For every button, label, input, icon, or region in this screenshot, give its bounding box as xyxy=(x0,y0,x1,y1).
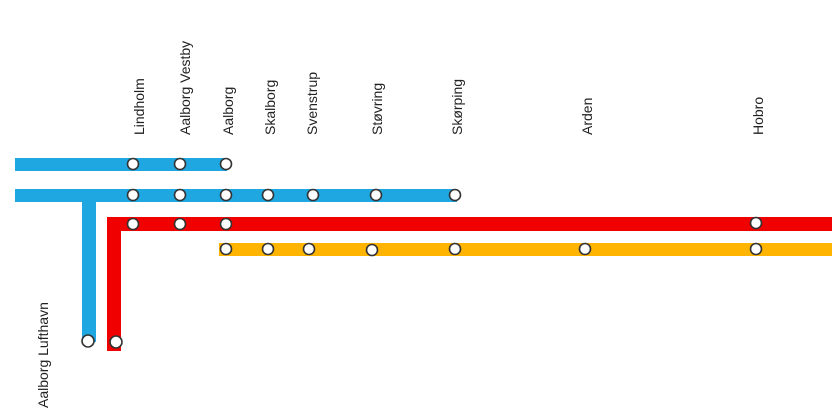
line-red-vertical xyxy=(107,217,121,351)
stop-yellow-skorping xyxy=(448,242,462,256)
stop-blue1-aalborg-vestby xyxy=(173,157,187,171)
stop-red-lindholm xyxy=(126,217,140,231)
line-blue-1 xyxy=(15,158,227,171)
stop-red-hobro xyxy=(749,216,763,230)
line-red-horizontal xyxy=(107,217,832,231)
stop-blue2-svenstrup xyxy=(306,188,320,202)
stop-yellow-arden xyxy=(578,242,592,256)
stop-blue1-lindholm xyxy=(126,157,140,171)
stops xyxy=(81,157,763,349)
stop-blue2-lindholm xyxy=(126,188,140,202)
stop-red-aalborg xyxy=(219,217,233,231)
stop-yellow-svenstrup xyxy=(302,242,316,256)
station-label-lindholm: Lindholm xyxy=(131,78,147,135)
station-label-svenstrup: Svenstrup xyxy=(304,72,320,135)
station-label-skorping: Skørping xyxy=(449,79,465,135)
stop-blue2-aalborg xyxy=(219,188,233,202)
stop-yellow-stovring xyxy=(365,243,379,257)
stop-blue2-stovring xyxy=(369,188,383,202)
stop-yellow-hobro xyxy=(749,242,763,256)
station-label-skalborg: Skalborg xyxy=(262,80,278,135)
station-label-aalborg-vestby: Aalborg Vestby xyxy=(177,41,193,135)
station-label-aalborg: Aalborg xyxy=(220,87,236,135)
stop-blue2-skorping xyxy=(448,188,462,202)
stop-blue2-skalborg xyxy=(261,188,275,202)
stop-red-aalborg-lufthavn xyxy=(109,335,123,349)
station-label-arden: Arden xyxy=(579,98,595,135)
stop-blue-aalborg-lufthavn xyxy=(81,334,95,348)
line-blue-2 xyxy=(15,189,457,202)
line-blue-airport-spur xyxy=(82,189,96,342)
stop-yellow-skalborg xyxy=(261,242,275,256)
station-label-stovring: Støvring xyxy=(369,83,385,135)
station-labels: Lindholm Aalborg Vestby Aalborg Skalborg… xyxy=(35,41,766,408)
station-label-aalborg-lufthavn: Aalborg Lufthavn xyxy=(35,302,51,408)
stop-blue1-aalborg xyxy=(219,157,233,171)
stop-yellow-aalborg xyxy=(219,242,233,256)
station-label-hobro: Hobro xyxy=(750,97,766,135)
stop-blue2-aalborg-vestby xyxy=(173,188,187,202)
lines xyxy=(15,158,832,351)
stop-red-aalborg-vestby xyxy=(173,217,187,231)
